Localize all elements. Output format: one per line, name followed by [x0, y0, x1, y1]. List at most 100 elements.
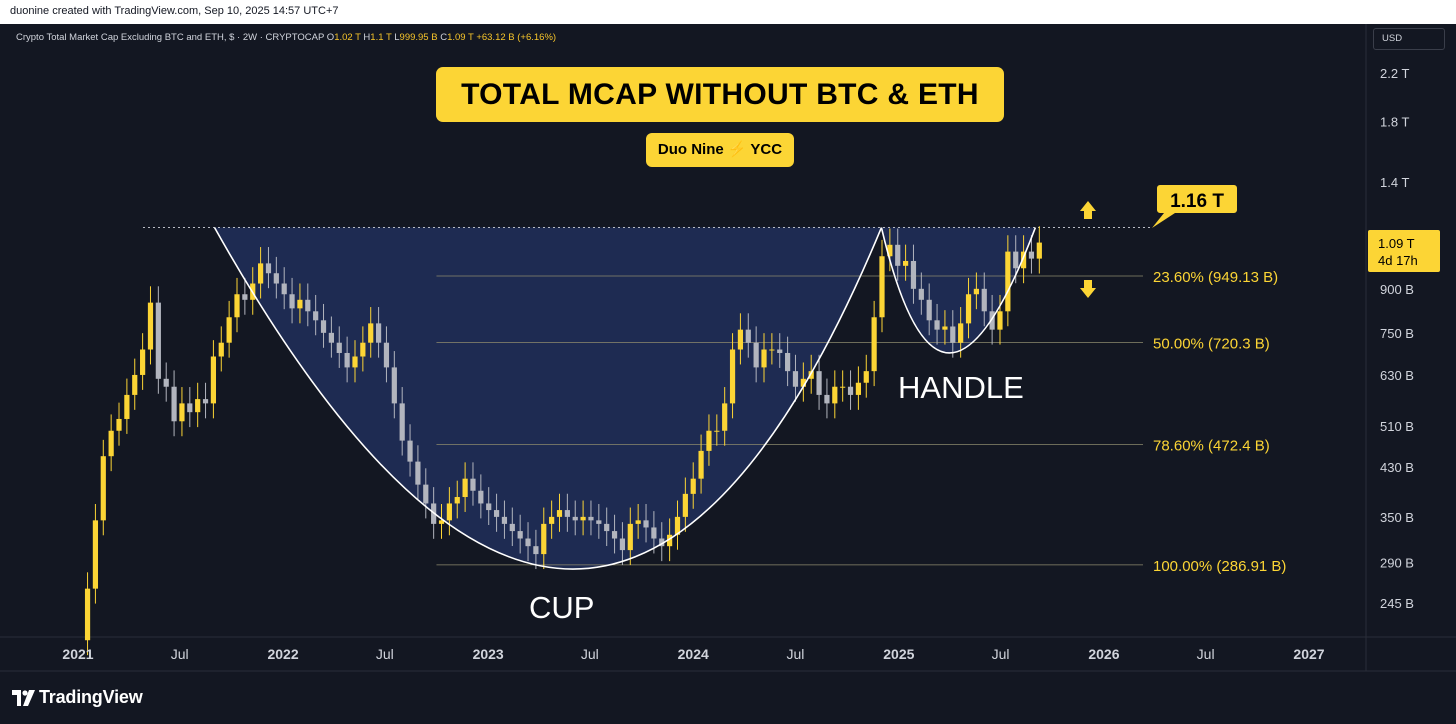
candle-body	[840, 386, 846, 388]
x-tick-label: 2022	[267, 646, 298, 662]
candle-body	[100, 456, 106, 521]
candle-body	[714, 430, 720, 432]
candle-body	[431, 503, 437, 524]
fib-label: 50.00% (720.3 B)	[1153, 336, 1270, 353]
candle-body	[179, 403, 185, 422]
candle-body	[368, 323, 374, 343]
symbol-legend[interactable]: Crypto Total Market Cap Excluding BTC an…	[16, 32, 556, 43]
candle-body	[108, 430, 114, 457]
x-tick-label: Jul	[581, 646, 599, 662]
candle-body	[517, 531, 523, 539]
y-tick-label: 2.2 T	[1380, 66, 1409, 81]
candle-body	[147, 302, 154, 350]
x-tick-label: Jul	[171, 646, 189, 662]
candle-body	[462, 478, 468, 498]
y-tick-label: 900 B	[1380, 282, 1414, 297]
candle-body	[981, 288, 987, 312]
x-tick-label: 2024	[678, 646, 709, 662]
x-tick-label: 2025	[883, 646, 914, 662]
candle-body	[580, 516, 586, 521]
x-tick-label: 2027	[1293, 646, 1324, 662]
candle-body	[950, 326, 956, 343]
candle-body	[140, 349, 146, 375]
candle-body	[383, 342, 390, 368]
candle-body	[250, 283, 256, 300]
candle-body	[399, 403, 405, 441]
candle-body	[320, 320, 327, 333]
candle-body	[934, 320, 940, 330]
handle-label: HANDLE	[898, 370, 1024, 405]
candle-body	[493, 510, 500, 517]
candle-body	[942, 326, 948, 330]
candle-body	[226, 317, 232, 343]
author-badge: Duo Nine ⚡ YCC	[646, 133, 794, 167]
candle-body	[297, 299, 303, 309]
candle-body	[486, 503, 492, 511]
currency-selector[interactable]: USD	[1373, 28, 1445, 50]
candle-body	[965, 294, 972, 324]
y-tick-label: 245 B	[1380, 596, 1414, 611]
author-right: YCC	[750, 141, 783, 158]
credit-bar: duonine created with TradingView.com, Se…	[0, 0, 1456, 24]
candle-body	[84, 588, 91, 641]
y-tick-label: 510 B	[1380, 419, 1414, 434]
candle-body	[116, 418, 122, 431]
candle-body	[659, 538, 665, 547]
candle-body	[352, 356, 358, 368]
x-tick-label: 2021	[62, 646, 93, 662]
candle-body	[737, 329, 744, 350]
candle-body	[446, 503, 452, 521]
candle-body	[887, 244, 893, 257]
candle-body	[195, 399, 201, 413]
currency-label: USD	[1382, 33, 1403, 44]
candle-body	[753, 342, 759, 368]
candle-body	[635, 520, 641, 524]
author-left: Duo Nine	[657, 141, 724, 158]
candle-body	[572, 516, 578, 521]
y-tick-label: 750 B	[1380, 326, 1414, 341]
candle-body	[667, 534, 673, 547]
candle-body	[690, 478, 696, 494]
candle-body	[729, 349, 736, 404]
up-arrow-icon	[1080, 201, 1096, 219]
candle-body	[360, 342, 366, 357]
candle-body	[682, 493, 688, 517]
candle-body	[769, 349, 775, 351]
ohlc-o: O1.02 T	[326, 32, 361, 43]
candle-body	[187, 403, 193, 413]
tradingview-logo-icon	[12, 690, 35, 706]
y-tick-label: 290 B	[1380, 555, 1414, 570]
chart-title: TOTAL MCAP WITHOUT BTC & ETH	[461, 78, 979, 111]
candle-body	[926, 299, 932, 321]
y-tick-label: 350 B	[1380, 510, 1414, 525]
candle-body	[1005, 251, 1011, 312]
bar-countdown: 4d 17h	[1378, 253, 1418, 268]
candle-body	[855, 382, 862, 395]
ohlc-l: L999.95 B	[391, 32, 438, 43]
candle-body	[556, 510, 563, 517]
candle-body	[344, 352, 350, 368]
candle-body	[1020, 251, 1027, 269]
candle-body	[171, 386, 177, 422]
candle-body	[588, 516, 594, 521]
candle-body	[407, 440, 413, 462]
candle-body	[273, 273, 279, 284]
candle-body	[549, 516, 555, 524]
candle-body	[895, 244, 901, 266]
candle-body	[792, 371, 799, 387]
candle-body	[423, 484, 429, 504]
candle-body	[706, 430, 712, 451]
candle-body	[328, 332, 334, 343]
candle-body	[163, 378, 169, 387]
candle-body	[202, 399, 209, 404]
x-tick-label: 2026	[1088, 646, 1119, 662]
candle-body	[1028, 251, 1035, 259]
candle-body	[627, 523, 633, 551]
candle-body	[533, 546, 539, 555]
candle-body	[871, 317, 877, 372]
ohlc-change: +63.12 B (+6.16%)	[476, 32, 557, 43]
candle-body	[242, 294, 248, 300]
candle-body	[509, 523, 515, 532]
candle-body	[958, 323, 964, 343]
candle-body	[918, 288, 924, 300]
